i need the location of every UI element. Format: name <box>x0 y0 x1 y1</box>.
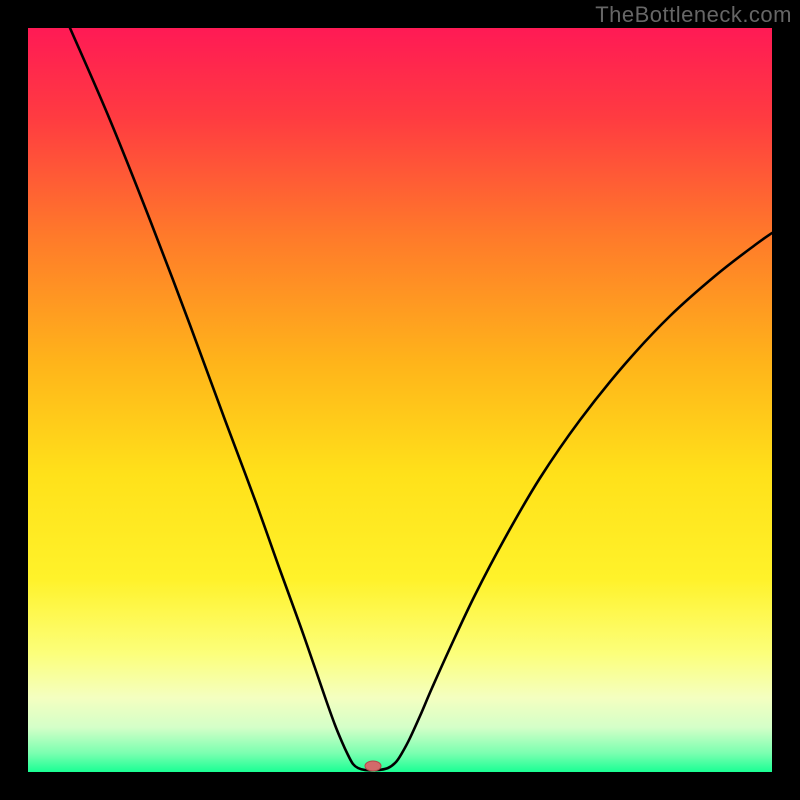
plot-area <box>28 28 772 772</box>
bottleneck-chart <box>0 0 800 800</box>
optimal-point-marker <box>365 761 381 771</box>
watermark-label: TheBottleneck.com <box>595 2 792 28</box>
chart-container: TheBottleneck.com <box>0 0 800 800</box>
